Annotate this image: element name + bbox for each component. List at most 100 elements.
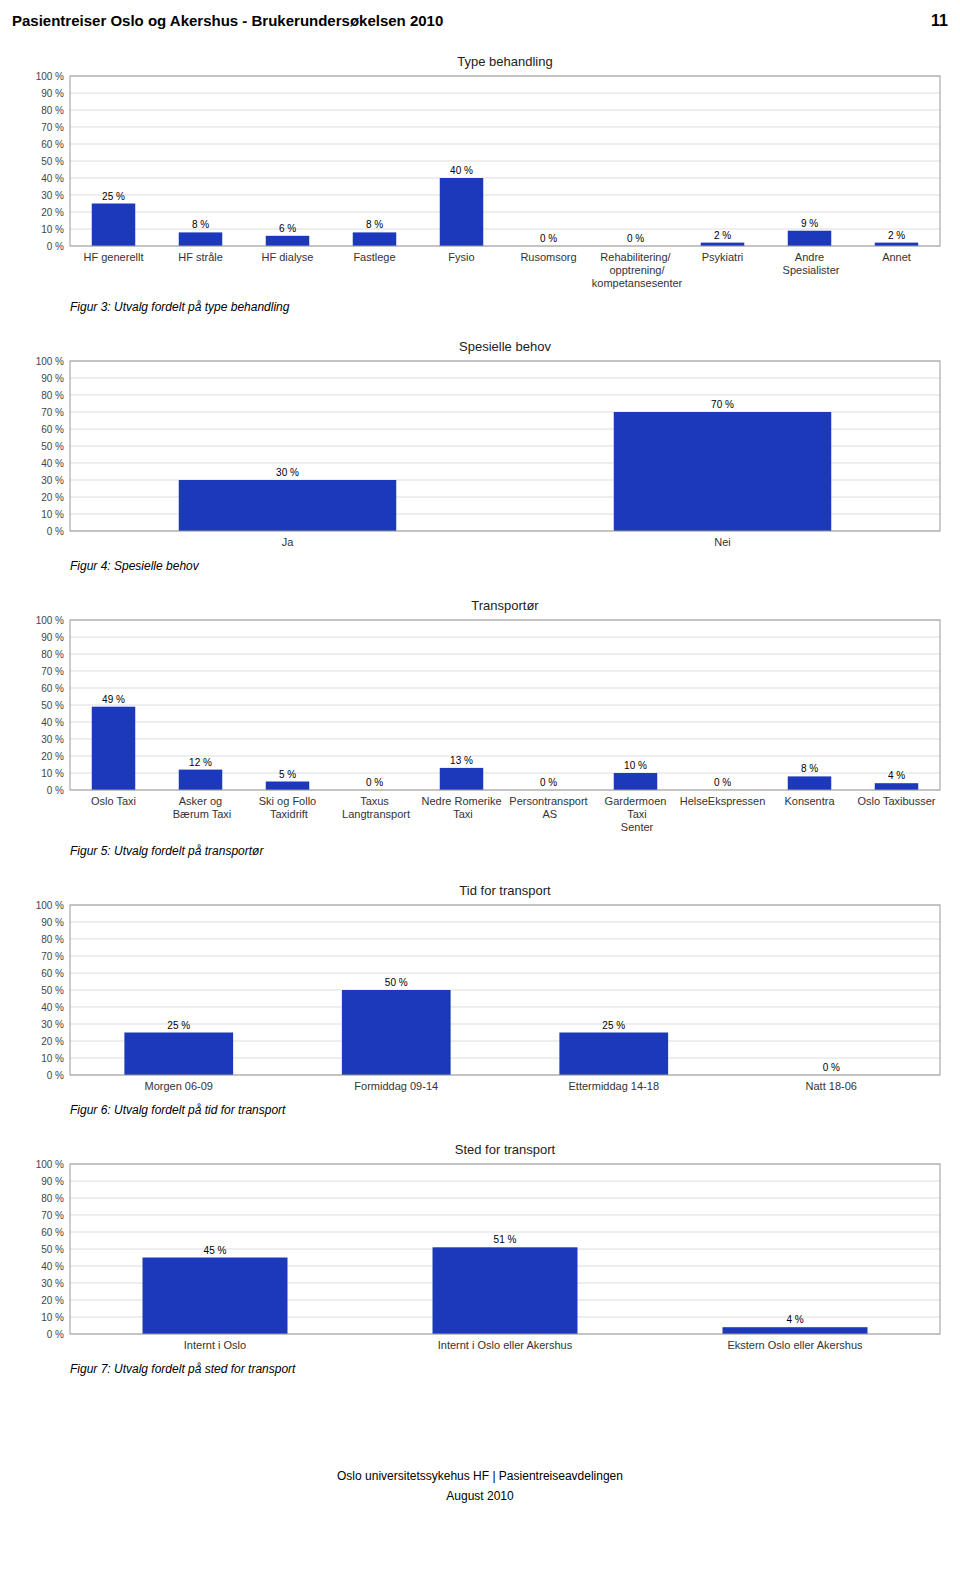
bar	[559, 1033, 668, 1076]
data-label: 25 %	[167, 1020, 190, 1031]
x-tick-label: Oslo Taxi	[91, 795, 136, 807]
bar	[440, 768, 484, 790]
y-tick-label: 100 %	[36, 900, 64, 911]
grid-line	[70, 195, 940, 196]
grid-line	[70, 144, 940, 145]
x-tick-label: HelseEkspressen	[680, 795, 766, 807]
y-tick-label: 40 %	[41, 173, 64, 184]
caption: Figur 6: Utvalg fordelt på tid for trans…	[70, 1103, 286, 1117]
y-tick-label: 0 %	[47, 241, 64, 252]
data-label: 0 %	[540, 777, 557, 788]
y-tick-label: 100 %	[36, 615, 64, 626]
y-tick-label: 30 %	[41, 734, 64, 745]
y-tick-label: 70 %	[41, 951, 64, 962]
y-tick-label: 40 %	[41, 1002, 64, 1013]
chart-title: Spesielle behov	[459, 339, 551, 354]
x-tick-label: HF dialyse	[262, 251, 314, 263]
y-tick-label: 80 %	[41, 649, 64, 660]
plot-frame	[70, 1164, 940, 1334]
data-label: 70 %	[711, 399, 734, 410]
bar	[179, 232, 223, 246]
x-tick-label: Asker og Bærum Taxi	[170, 795, 232, 820]
y-tick-label: 90 %	[41, 917, 64, 928]
grid-line	[70, 178, 940, 179]
x-tick-label: Internt i Oslo	[184, 1339, 246, 1351]
y-tick-label: 20 %	[41, 1295, 64, 1306]
x-tick-label: Nedre Romerike Taxi	[421, 795, 501, 820]
x-tick-label: Psykiatri	[702, 251, 744, 263]
data-label: 0 %	[627, 233, 644, 244]
data-label: 30 %	[276, 467, 299, 478]
grid-line	[70, 922, 940, 923]
data-label: 2 %	[888, 230, 905, 241]
y-tick-label: 70 %	[41, 407, 64, 418]
data-label: 6 %	[279, 223, 296, 234]
grid-line	[70, 1198, 940, 1199]
y-tick-label: 100 %	[36, 1159, 64, 1170]
bar	[266, 782, 310, 791]
data-label: 8 %	[801, 763, 818, 774]
caption: Figur 4: Spesielle behov	[70, 559, 200, 573]
grid-line	[70, 93, 940, 94]
y-tick-label: 70 %	[41, 1210, 64, 1221]
x-tick-label: Annet	[882, 251, 911, 263]
x-tick-label: Formiddag 09-14	[354, 1080, 438, 1092]
y-tick-label: 40 %	[41, 458, 64, 469]
grid-line	[70, 973, 940, 974]
x-tick-label: Taxus Langtransport	[339, 795, 410, 820]
x-tick-label: Rusomsorg	[520, 251, 576, 263]
footer: Oslo universitetssykehus HF | Pasientrei…	[337, 1469, 623, 1483]
data-label: 8 %	[366, 219, 383, 230]
bars	[124, 990, 668, 1075]
y-tick-label: 100 %	[36, 356, 64, 367]
y-tick-label: 30 %	[41, 1278, 64, 1289]
data-label: 4 %	[786, 1314, 803, 1325]
grid-line	[70, 939, 940, 940]
data-label: 45 %	[204, 1245, 227, 1256]
y-tick-label: 90 %	[41, 1176, 64, 1187]
bars	[92, 707, 919, 790]
bar	[614, 412, 832, 531]
data-label: 13 %	[450, 755, 473, 766]
grid-line	[70, 654, 940, 655]
x-tick-label: Nei	[714, 536, 731, 548]
y-tick-label: 20 %	[41, 751, 64, 762]
y-tick-label: 70 %	[41, 122, 64, 133]
bar	[124, 1033, 233, 1076]
caption: Figur 5: Utvalg fordelt på transportør	[70, 844, 264, 858]
data-label: 0 %	[823, 1062, 840, 1073]
chart: Spesielle behov0 %10 %20 %30 %40 %50 %60…	[36, 339, 940, 573]
x-tick-label: Andre Spesialister	[780, 251, 840, 276]
y-tick-label: 0 %	[47, 526, 64, 537]
bar	[92, 204, 136, 247]
y-tick-label: 10 %	[41, 509, 64, 520]
data-label: 8 %	[192, 219, 209, 230]
page-number: 11	[931, 12, 948, 29]
grid-line	[70, 212, 940, 213]
caption: Figur 3: Utvalg fordelt på type behandli…	[70, 300, 290, 314]
grid-line	[70, 1215, 940, 1216]
bar	[179, 480, 397, 531]
data-label: 50 %	[385, 977, 408, 988]
grid-line	[70, 1024, 940, 1025]
grid-line	[70, 378, 940, 379]
data-label: 51 %	[494, 1234, 517, 1245]
chart: Sted for transport0 %10 %20 %30 %40 %50 …	[36, 1142, 940, 1376]
y-tick-label: 10 %	[41, 768, 64, 779]
bar	[179, 770, 223, 790]
data-label: 12 %	[189, 757, 212, 768]
y-tick-label: 80 %	[41, 1193, 64, 1204]
grid-line	[70, 956, 940, 957]
grid-line	[70, 1232, 940, 1233]
data-label: 25 %	[602, 1020, 625, 1031]
bar	[342, 990, 451, 1075]
data-label: 25 %	[102, 191, 125, 202]
bars	[143, 1247, 868, 1334]
y-tick-label: 80 %	[41, 934, 64, 945]
y-tick-label: 30 %	[41, 1019, 64, 1030]
x-tick-label: Morgen 06-09	[145, 1080, 214, 1092]
y-tick-label: 30 %	[41, 475, 64, 486]
x-tick-label: Gardermoen Taxi Senter	[605, 795, 667, 833]
grid-line	[70, 161, 940, 162]
data-label: 0 %	[714, 777, 731, 788]
